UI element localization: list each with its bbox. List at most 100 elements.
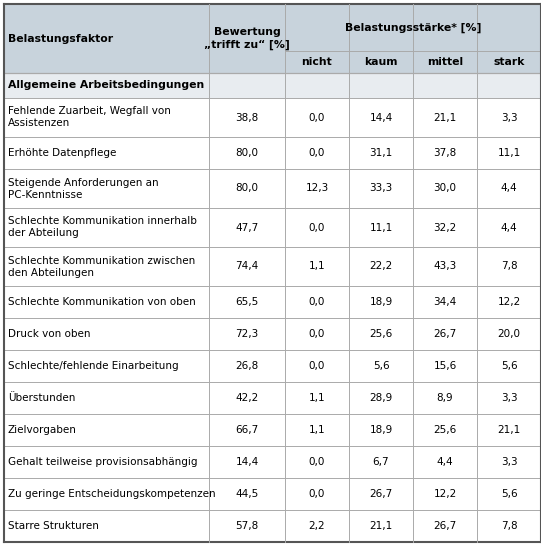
Text: 26,8: 26,8 xyxy=(235,361,259,371)
Text: 18,9: 18,9 xyxy=(370,425,393,435)
Bar xyxy=(413,4,477,51)
Text: 43,3: 43,3 xyxy=(433,262,457,271)
Text: Schlechte/fehlende Einarbeitung: Schlechte/fehlende Einarbeitung xyxy=(8,361,179,371)
Text: 47,7: 47,7 xyxy=(235,223,259,233)
Bar xyxy=(4,51,209,73)
Text: 30,0: 30,0 xyxy=(433,183,457,193)
Text: Zu geringe Entscheidungskompetenzen: Zu geringe Entscheidungskompetenzen xyxy=(8,489,216,499)
Text: 25,6: 25,6 xyxy=(370,329,393,339)
Bar xyxy=(285,4,349,51)
Text: 4,4: 4,4 xyxy=(437,457,453,467)
Text: 26,7: 26,7 xyxy=(433,329,457,339)
Text: Starre Strukturen: Starre Strukturen xyxy=(8,521,99,531)
Text: 25,6: 25,6 xyxy=(433,425,457,435)
Text: 14,4: 14,4 xyxy=(370,112,393,122)
Text: 65,5: 65,5 xyxy=(235,297,259,307)
Bar xyxy=(4,446,541,478)
Bar xyxy=(477,4,541,51)
Bar xyxy=(4,382,541,414)
Text: 21,1: 21,1 xyxy=(497,425,520,435)
Text: Bewertung
„trifft zu“ [%]: Bewertung „trifft zu“ [%] xyxy=(204,27,290,50)
Text: 3,3: 3,3 xyxy=(500,457,517,467)
Bar xyxy=(4,318,541,350)
Bar xyxy=(209,4,285,51)
Text: 38,8: 38,8 xyxy=(235,112,259,122)
Bar xyxy=(4,286,541,318)
Text: 66,7: 66,7 xyxy=(235,425,259,435)
Text: 31,1: 31,1 xyxy=(370,148,393,158)
Text: Schlechte Kommunikation von oben: Schlechte Kommunikation von oben xyxy=(8,297,196,307)
Text: 0,0: 0,0 xyxy=(309,457,325,467)
Text: 26,7: 26,7 xyxy=(433,521,457,531)
Text: 32,2: 32,2 xyxy=(433,223,457,233)
Text: 0,0: 0,0 xyxy=(309,112,325,122)
Bar xyxy=(4,247,541,286)
Text: 80,0: 80,0 xyxy=(235,148,259,158)
Text: 33,3: 33,3 xyxy=(370,183,393,193)
Text: 18,9: 18,9 xyxy=(370,297,393,307)
Text: 5,6: 5,6 xyxy=(373,361,390,371)
Text: mittel: mittel xyxy=(427,57,463,67)
Text: 5,6: 5,6 xyxy=(500,361,517,371)
Text: 7,8: 7,8 xyxy=(500,521,517,531)
Text: Belastungsfaktor: Belastungsfaktor xyxy=(8,33,113,44)
Bar xyxy=(209,51,285,73)
Bar xyxy=(4,208,541,247)
Text: 15,6: 15,6 xyxy=(433,361,457,371)
Text: stark: stark xyxy=(493,57,525,67)
Bar xyxy=(4,73,541,98)
Text: 0,0: 0,0 xyxy=(309,297,325,307)
Text: 11,1: 11,1 xyxy=(370,223,393,233)
Text: 26,7: 26,7 xyxy=(370,489,393,499)
Text: Zielvorgaben: Zielvorgaben xyxy=(8,425,77,435)
Text: 0,0: 0,0 xyxy=(309,361,325,371)
Text: 74,4: 74,4 xyxy=(235,262,259,271)
Bar xyxy=(477,51,541,73)
Text: 34,4: 34,4 xyxy=(433,297,457,307)
Bar xyxy=(349,4,413,51)
Text: 20,0: 20,0 xyxy=(498,329,520,339)
Text: 12,2: 12,2 xyxy=(497,297,520,307)
Text: 4,4: 4,4 xyxy=(500,223,517,233)
Text: 12,2: 12,2 xyxy=(433,489,457,499)
Text: Fehlende Zuarbeit, Wegfall von
Assistenzen: Fehlende Zuarbeit, Wegfall von Assistenz… xyxy=(8,106,171,128)
Bar xyxy=(4,169,541,208)
Text: 22,2: 22,2 xyxy=(370,262,393,271)
Text: 0,0: 0,0 xyxy=(309,148,325,158)
Text: 3,3: 3,3 xyxy=(500,393,517,403)
Text: Druck von oben: Druck von oben xyxy=(8,329,90,339)
Text: Belastungsstärke* [%]: Belastungsstärke* [%] xyxy=(345,22,481,33)
Text: nicht: nicht xyxy=(302,57,332,67)
Text: 7,8: 7,8 xyxy=(500,262,517,271)
Text: 80,0: 80,0 xyxy=(235,183,259,193)
Text: Schlechte Kommunikation innerhalb
der Abteilung: Schlechte Kommunikation innerhalb der Ab… xyxy=(8,217,197,239)
Text: 1,1: 1,1 xyxy=(309,262,325,271)
Bar xyxy=(4,98,541,137)
Text: Erhöhte Datenpflege: Erhöhte Datenpflege xyxy=(8,148,116,158)
Text: 72,3: 72,3 xyxy=(235,329,259,339)
Text: 5,6: 5,6 xyxy=(500,489,517,499)
Text: 0,0: 0,0 xyxy=(309,223,325,233)
Text: kaum: kaum xyxy=(364,57,398,67)
Bar xyxy=(4,350,541,382)
Bar xyxy=(4,510,541,542)
Text: 28,9: 28,9 xyxy=(370,393,393,403)
Text: Überstunden: Überstunden xyxy=(8,393,75,403)
Bar xyxy=(349,51,413,73)
Text: Steigende Anforderungen an
PC-Kenntnisse: Steigende Anforderungen an PC-Kenntnisse xyxy=(8,177,159,199)
Text: 37,8: 37,8 xyxy=(433,148,457,158)
Bar xyxy=(413,51,477,73)
Text: Schlechte Kommunikation zwischen
den Abteilungen: Schlechte Kommunikation zwischen den Abt… xyxy=(8,256,195,277)
Text: Gehalt teilweise provisionsabhängig: Gehalt teilweise provisionsabhängig xyxy=(8,457,197,467)
Text: 11,1: 11,1 xyxy=(497,148,520,158)
Text: 8,9: 8,9 xyxy=(437,393,453,403)
Text: 12,3: 12,3 xyxy=(305,183,328,193)
Bar xyxy=(4,137,541,169)
Text: 0,0: 0,0 xyxy=(309,489,325,499)
Text: 0,0: 0,0 xyxy=(309,329,325,339)
Bar xyxy=(4,4,209,51)
Text: 14,4: 14,4 xyxy=(235,457,259,467)
Text: Allgemeine Arbeitsbedingungen: Allgemeine Arbeitsbedingungen xyxy=(8,80,204,91)
Text: 44,5: 44,5 xyxy=(235,489,259,499)
Text: 4,4: 4,4 xyxy=(500,183,517,193)
